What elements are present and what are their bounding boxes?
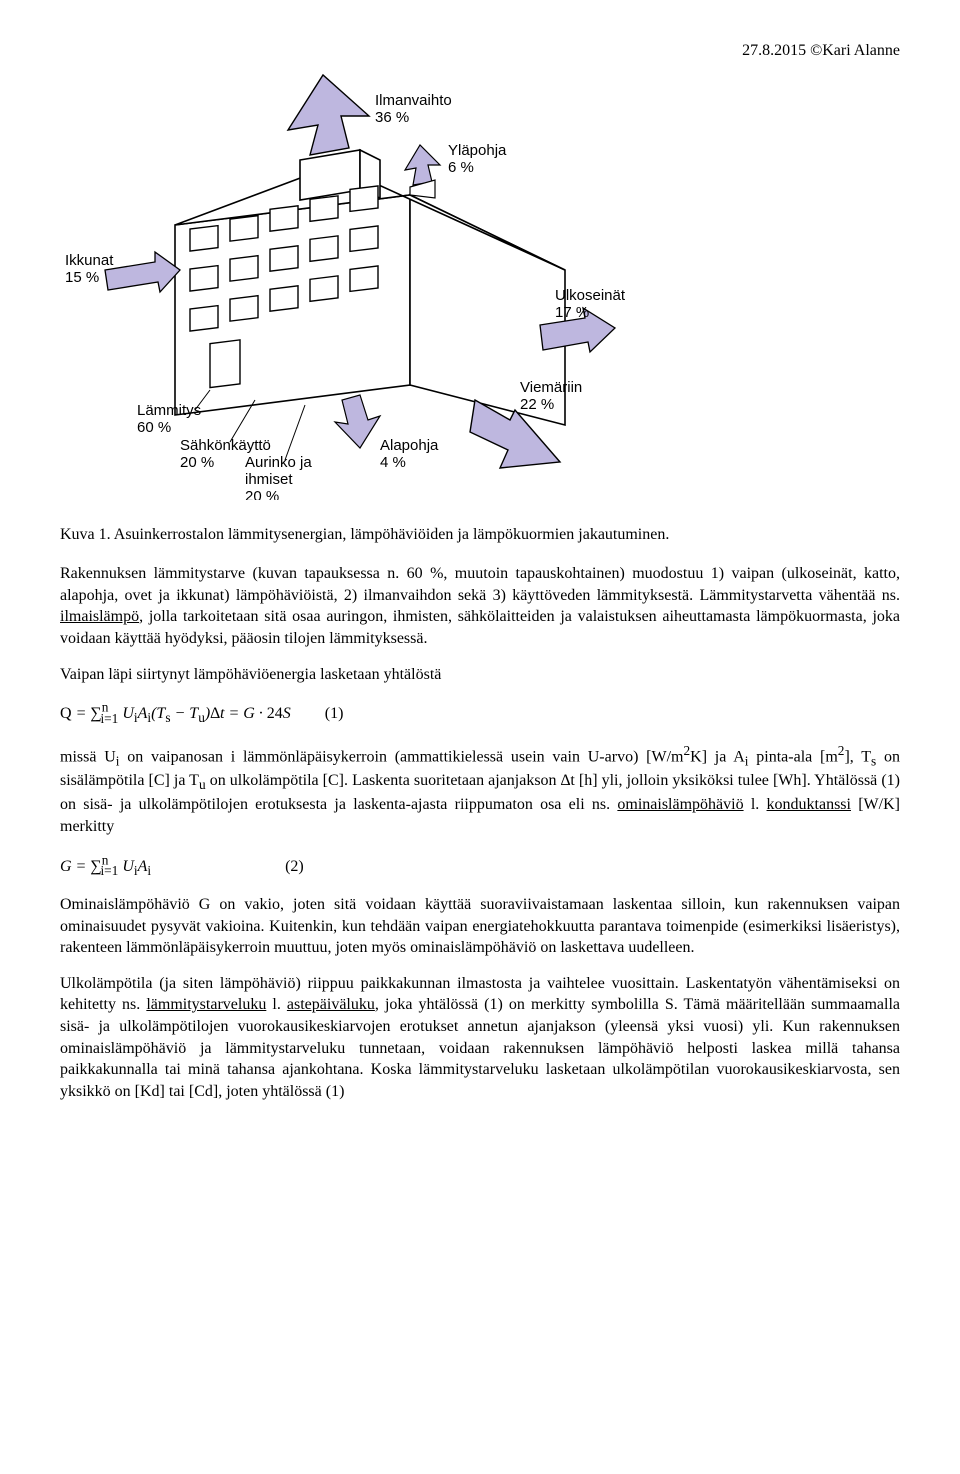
term-ominaislampohavio: ominaislämpöhäviö: [617, 796, 743, 813]
term-astepaivaluku: astepäiväluku: [287, 996, 375, 1013]
equation-1-number: (1): [325, 705, 344, 722]
arrow-alapohja: [335, 395, 380, 448]
term-lammitystarveluku: lämmitystarveluku: [146, 996, 266, 1013]
equation-2-body: G = ∑ni=1 UiAi: [60, 858, 155, 875]
label-ulkoseinat-pct: 17 %: [555, 304, 589, 321]
label-lammitys-pct: 60 %: [137, 419, 171, 436]
label-viemariin-pct: 22 %: [520, 396, 554, 413]
label-sahkonkaytto: Sähkönkäyttö: [180, 437, 271, 454]
figure-building-heat-losses: Ilmanvaihto 36 % Yläpohja 6 % Ikkunat 15…: [60, 70, 900, 500]
equation-2-number: (2): [285, 858, 304, 875]
figure-caption: Kuva 1. Asuinkerrostalon lämmitysenergia…: [60, 524, 900, 546]
equation-1-body: Q = ∑ni=1 UiAi(Ts − Tu)∆t = G · 24S: [60, 705, 295, 722]
term-konduktanssi: konduktanssi: [767, 796, 851, 813]
p3d: pinta-ala [m: [749, 748, 838, 765]
sub-u: u: [199, 777, 206, 792]
paragraph-eq1-explain: missä Ui on vaipanosan i lämmönläpäisyke…: [60, 742, 900, 838]
label-aurinko2: ihmiset: [245, 471, 293, 488]
p1a: Rakennuksen lämmitystarve (kuvan tapauks…: [60, 565, 900, 604]
header-date-author: 27.8.2015 ©Kari Alanne: [60, 40, 900, 62]
p3h: l.: [744, 796, 767, 813]
label-ikkunat-pct: 15 %: [65, 269, 99, 286]
label-ilmanvaihto-pct: 36 %: [375, 109, 409, 126]
arrow-ylapoja: [405, 145, 440, 185]
label-sahkonkaytto-pct: 20 %: [180, 454, 214, 471]
label-alapohja: Alapohja: [380, 437, 439, 454]
label-ylapoja-pct: 6 %: [448, 159, 474, 176]
label-ilmanvaihto: Ilmanvaihto: [375, 92, 452, 109]
label-lammitys: Lämmitys: [137, 402, 201, 419]
term-ilmaislampo: ilmaislämpö: [60, 608, 139, 625]
equation-1: Q = ∑ni=1 UiAi(Ts − Tu)∆t = G · 24S (1): [60, 699, 900, 728]
arrow-ikkunat: [105, 252, 180, 292]
label-ikkunat: Ikkunat: [65, 252, 114, 269]
p3a: missä U: [60, 748, 116, 765]
paragraph-eq1-intro: Vaipan läpi siirtynyt lämpöhäviöenergia …: [60, 664, 900, 686]
p1b: , jolla tarkoitetaan sitä osaa auringon,…: [60, 608, 900, 647]
label-ulkoseinat: Ulkoseinät: [555, 287, 626, 304]
p5b: l.: [266, 996, 287, 1013]
building-svg: Ilmanvaihto 36 % Yläpohja 6 % Ikkunat 15…: [60, 70, 700, 500]
label-aurinko: Aurinko ja: [245, 454, 312, 471]
label-alapohja-pct: 4 %: [380, 454, 406, 471]
p3c: K] ja A: [690, 748, 745, 765]
paragraph-ominais: Ominaislämpöhäviö G on vakio, joten sitä…: [60, 894, 900, 959]
paragraph-intro: Rakennuksen lämmitystarve (kuvan tapauks…: [60, 563, 900, 649]
label-viemariin: Viemäriin: [520, 379, 582, 396]
p3b: on vaipanosan i lämmönläpäisykerroin (am…: [119, 748, 683, 765]
arrow-ilmanvaihto: [288, 75, 369, 155]
label-aurinko-pct: 20 %: [245, 488, 279, 500]
p3e: ], T: [844, 748, 871, 765]
paragraph-ulkolampotila: Ulkolämpötila (ja siten lämpöhäviö) riip…: [60, 973, 900, 1103]
equation-2: G = ∑ni=1 UiAi (2): [60, 852, 900, 881]
label-ylapoja: Yläpohja: [448, 142, 507, 159]
